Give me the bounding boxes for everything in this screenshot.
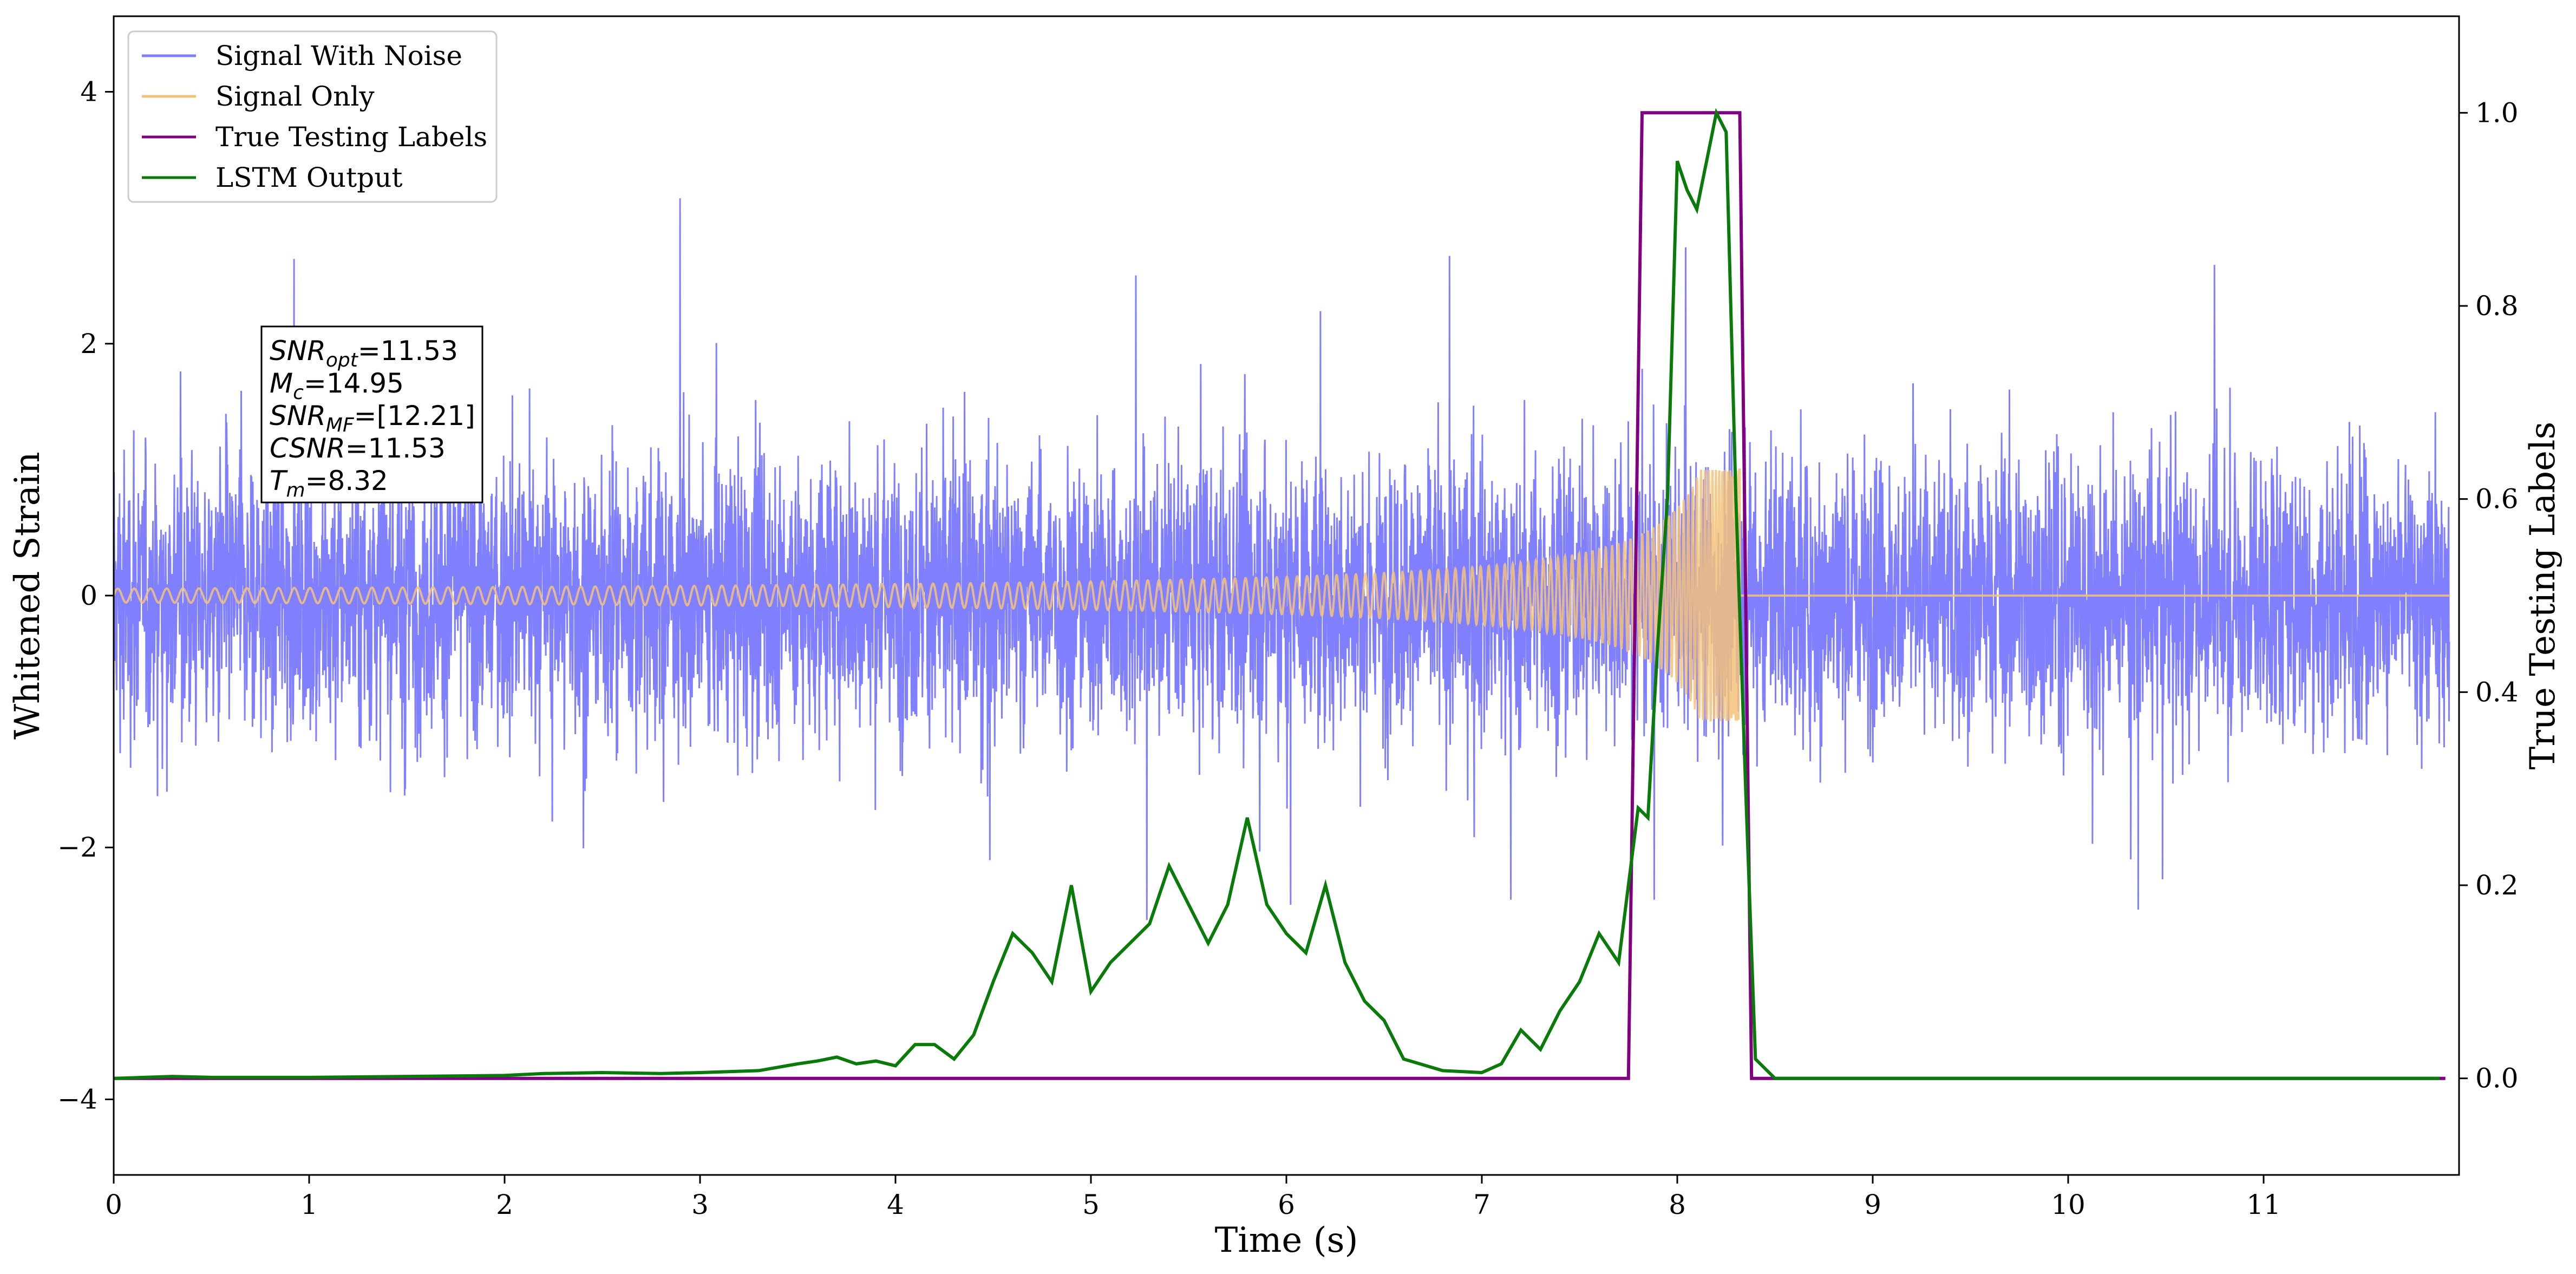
- y2-tick-label: 1.0: [2475, 97, 2519, 128]
- signal-only-series: [114, 468, 2449, 722]
- x-tick-label: 2: [496, 1189, 513, 1220]
- signal-with-noise-series: [114, 198, 2450, 920]
- x-tick-label: 6: [1278, 1189, 1295, 1220]
- y-axis-title: Whitened Strain: [8, 452, 48, 739]
- x-tick-label: 9: [1864, 1189, 1881, 1220]
- y-tick-label: 4: [80, 76, 97, 108]
- axes: 0 1 2 3 4 5 6 7 8 9 10 11 4 2 0 −2 −4 1.0 0.8 0.6 0.4 0.2 0.0: [57, 76, 2518, 1220]
- y2-tick-label: 0.8: [2475, 290, 2519, 322]
- x-tick-label: 7: [1473, 1189, 1490, 1220]
- x-tick-label: 5: [1082, 1189, 1100, 1220]
- y-tick-label: 0: [80, 580, 97, 611]
- legend-label-lstm-output: LSTM Output: [215, 162, 402, 193]
- annotation-snr-opt: SNRopt=11.53: [270, 335, 458, 371]
- legend-label-signal-with-noise: Signal With Noise: [215, 40, 462, 71]
- legend-label-signal-only: Signal Only: [215, 81, 375, 112]
- x-tick-label: 4: [887, 1189, 904, 1220]
- y2-tick-label: 0.6: [2475, 484, 2519, 515]
- x-tick-label: 1: [300, 1189, 318, 1220]
- y-tick-label: −2: [57, 832, 97, 863]
- x-tick-label: 10: [2051, 1189, 2085, 1220]
- y2-tick-label: 0.0: [2475, 1063, 2519, 1094]
- annotation-box: SNRopt=11.53 Mc=14.95 SNRMF=[12.21] CSNR…: [260, 325, 483, 504]
- annotation-merger-time: Tm=8.32: [270, 465, 388, 501]
- x-tick-label: 3: [691, 1189, 709, 1220]
- x-tick-label: 8: [1669, 1189, 1686, 1220]
- y-tick-label: 2: [80, 328, 97, 360]
- legend-box: [127, 30, 498, 203]
- legend-label-true-testing-labels: True Testing Labels: [215, 121, 487, 153]
- signal-only-line: [114, 468, 2449, 722]
- y2-tick-label: 0.4: [2475, 676, 2519, 708]
- y-tick-label: −4: [57, 1083, 97, 1115]
- x-tick-label: 11: [2246, 1189, 2281, 1220]
- y2-axis-title: True Testing Labels: [2523, 422, 2563, 770]
- annotation-chirp-mass: Mc=14.95: [270, 368, 404, 404]
- y2-tick-label: 0.2: [2475, 870, 2519, 901]
- annotation-snr-mf: SNRMF=[12.21]: [270, 400, 475, 436]
- legend: Signal With Noise Signal Only True Testi…: [127, 30, 498, 203]
- x-tick-label: 0: [105, 1189, 122, 1220]
- annotation-csnr: CSNR=11.53: [270, 433, 446, 464]
- annotation-frame: [260, 325, 483, 504]
- lstm-output-line: [114, 108, 2440, 1080]
- x-axis-title: Time (s): [1215, 1220, 1358, 1260]
- lstm-output-series: [114, 108, 2440, 1080]
- signal-with-noise-line: [114, 198, 2450, 920]
